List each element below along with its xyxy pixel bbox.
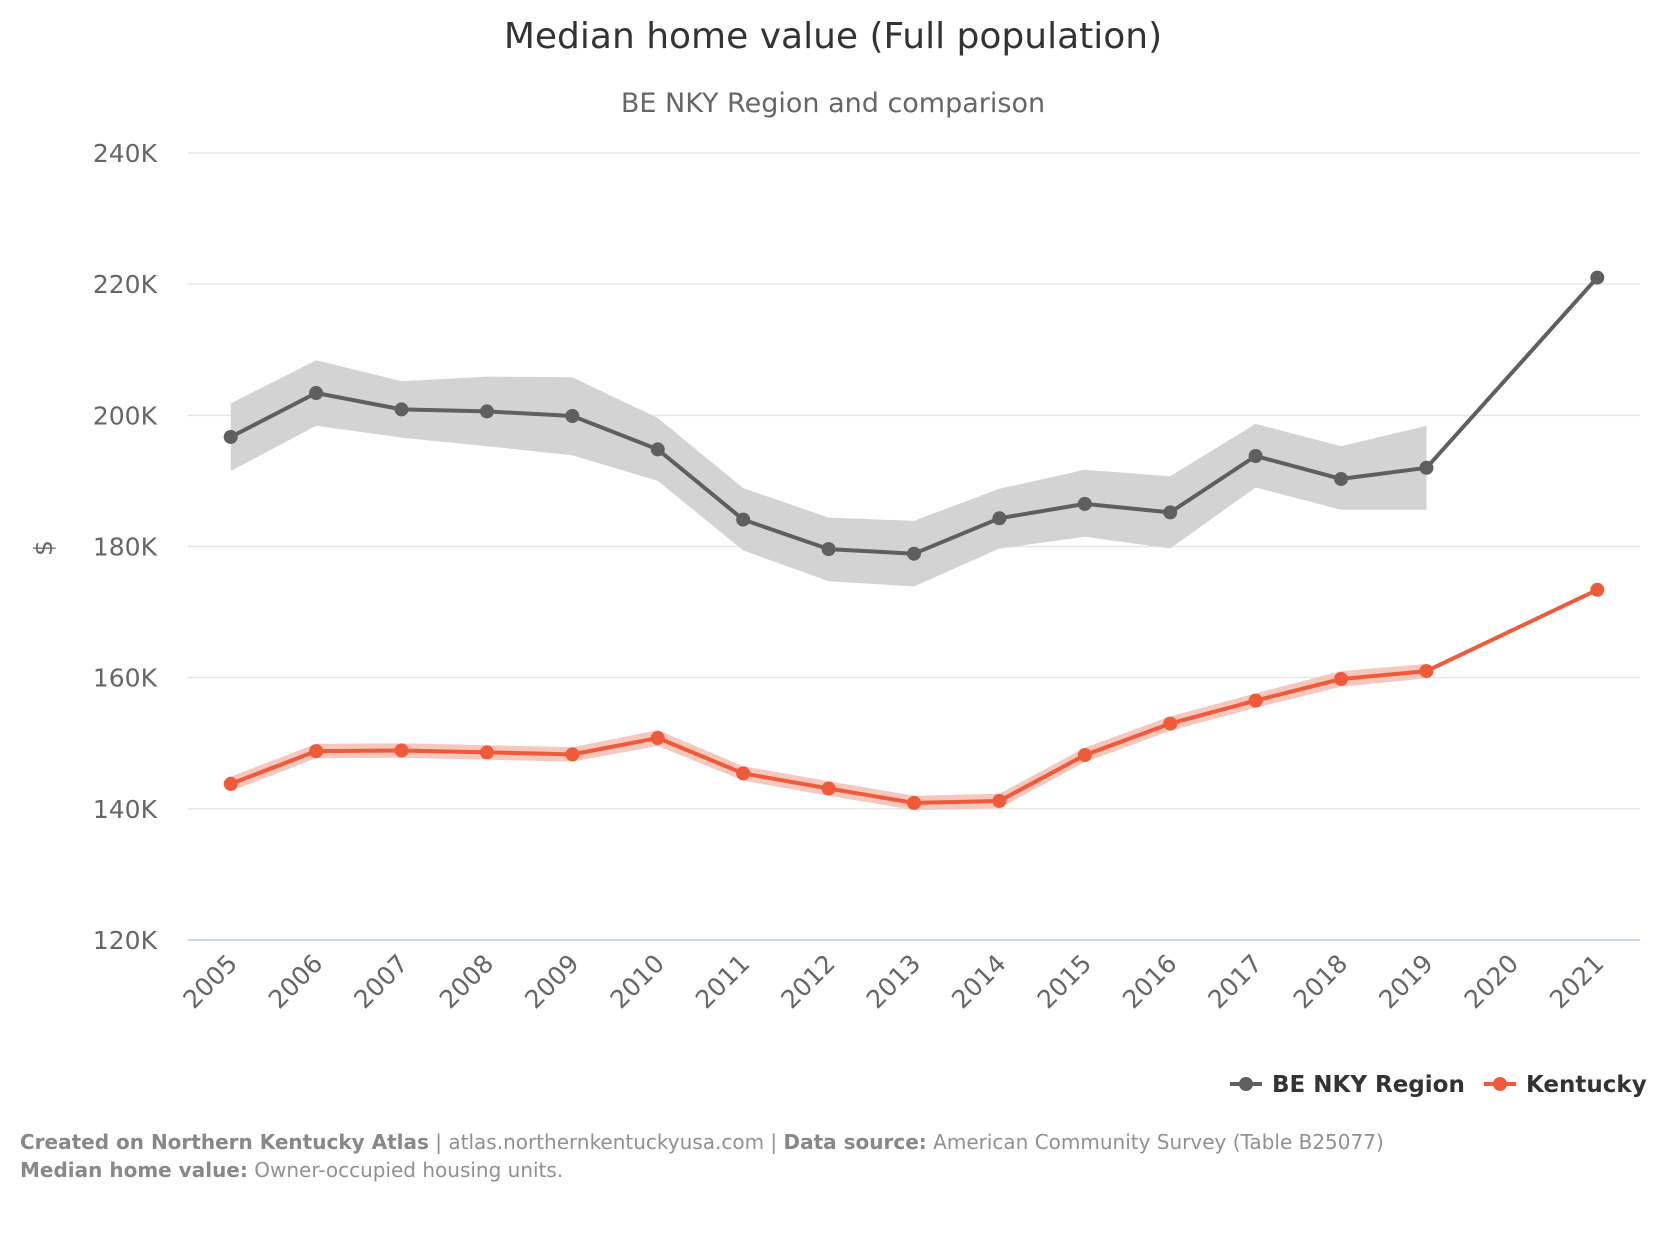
point-kentucky-2014[interactable] (992, 793, 1007, 808)
footer-separator-1: | (428, 1130, 449, 1154)
point-be-nky-region-2016[interactable] (1163, 505, 1178, 520)
point-kentucky-2015[interactable] (1077, 748, 1092, 763)
confidence-bands (230, 360, 1427, 811)
band-be-nky-region (230, 360, 1427, 587)
legend-item-kentucky[interactable]: Kentucky (1484, 1072, 1647, 1098)
y-tick-label: 140K (93, 795, 158, 824)
legend-marker-be-nky-region (1239, 1077, 1253, 1091)
point-be-nky-region-2014[interactable] (992, 511, 1007, 526)
x-tick-label: 2020 (1459, 949, 1524, 1014)
point-kentucky-2005[interactable] (223, 776, 238, 791)
point-be-nky-region-2006[interactable] (309, 386, 324, 401)
legend: BE NKY Region Kentucky (1230, 1072, 1647, 1098)
line-be-nky-region (228, 275, 1600, 556)
point-kentucky-2011[interactable] (736, 766, 751, 781)
point-be-nky-region-2018[interactable] (1334, 471, 1349, 486)
line-kentucky (228, 587, 1600, 805)
point-be-nky-region-2019[interactable] (1419, 460, 1434, 475)
point-kentucky-2012[interactable] (821, 781, 836, 796)
point-kentucky-2013[interactable] (907, 795, 921, 810)
x-tick-label: 2011 (690, 949, 755, 1014)
x-tick-label: 2006 (263, 949, 328, 1014)
footer-note-value: Owner-occupied housing units. (247, 1158, 564, 1182)
point-kentucky-2021[interactable] (1590, 582, 1605, 597)
x-tick-label: 2019 (1373, 949, 1438, 1014)
chart-title: Median home value (Full population) (504, 16, 1162, 57)
x-tick-label: 2014 (946, 949, 1011, 1014)
series-lines (228, 275, 1600, 805)
legend-label-be-nky-region: BE NKY Region (1272, 1072, 1465, 1098)
point-kentucky-2009[interactable] (565, 747, 580, 762)
point-kentucky-2006[interactable] (309, 744, 324, 759)
point-kentucky-2019[interactable] (1419, 664, 1434, 679)
x-tick-label: 2007 (348, 949, 413, 1014)
legend-item-be-nky-region[interactable]: BE NKY Region (1230, 1072, 1465, 1098)
footer-source-value: American Community Survey (Table B25077) (926, 1130, 1384, 1154)
x-tick-label: 2018 (1288, 949, 1353, 1014)
point-be-nky-region-2009[interactable] (565, 408, 580, 423)
x-tick-label: 2016 (1117, 949, 1182, 1014)
footer-note: Median home value: Owner-occupied housin… (20, 1158, 563, 1182)
y-tick-label: 220K (93, 270, 158, 299)
footer-credits: Created on Northern Kentucky Atlas | atl… (20, 1130, 1384, 1154)
point-kentucky-2017[interactable] (1248, 693, 1263, 708)
x-tick-label: 2008 (434, 949, 499, 1014)
point-kentucky-2007[interactable] (394, 743, 409, 758)
series-points (223, 270, 1605, 810)
x-tick-label: 2012 (775, 949, 840, 1014)
footer-site-link[interactable]: atlas.northernkentuckyusa.com (448, 1130, 765, 1154)
footer-source-label: Data source: (783, 1130, 927, 1154)
legend-marker-kentucky (1493, 1077, 1507, 1091)
point-kentucky-2008[interactable] (479, 745, 494, 760)
x-tick-label: 2015 (1032, 949, 1097, 1014)
x-axis-ticks: 2005 2006 2007 2008 2009 2010 2011 2012 2013 2014… (177, 949, 1609, 1014)
y-tick-label: 160K (93, 664, 158, 693)
y-tick-label: 240K (93, 139, 158, 168)
y-axis-ticks: 120K 140K 160K 180K 200K 220K 240K (93, 139, 158, 955)
point-be-nky-region-2008[interactable] (479, 404, 494, 419)
chart-subtitle: BE NKY Region and comparison (621, 88, 1045, 119)
legend-label-kentucky: Kentucky (1526, 1072, 1647, 1098)
point-be-nky-region-2013[interactable] (907, 546, 921, 561)
point-kentucky-2010[interactable] (650, 731, 665, 746)
point-kentucky-2016[interactable] (1163, 716, 1178, 731)
point-be-nky-region-2012[interactable] (821, 542, 836, 557)
y-tick-label: 200K (93, 401, 158, 430)
point-be-nky-region-2005[interactable] (223, 429, 238, 444)
y-axis-label: $ (29, 540, 58, 556)
x-tick-label: 2009 (519, 949, 584, 1014)
y-tick-label: 180K (93, 533, 158, 562)
y-tick-label: 120K (93, 926, 158, 955)
x-tick-label: 2010 (605, 949, 670, 1014)
x-tick-label: 2013 (861, 949, 926, 1014)
point-be-nky-region-2010[interactable] (650, 442, 665, 457)
x-tick-label: 2005 (177, 949, 242, 1014)
x-tick-label: 2021 (1544, 949, 1609, 1014)
point-be-nky-region-2007[interactable] (394, 402, 409, 417)
x-tick-label: 2017 (1202, 949, 1267, 1014)
point-be-nky-region-2021[interactable] (1590, 270, 1605, 285)
footer-note-label: Median home value: (20, 1158, 248, 1182)
point-be-nky-region-2017[interactable] (1248, 448, 1263, 463)
footer-separator-2: | (764, 1130, 784, 1154)
footer-created-label: Created on Northern Kentucky Atlas (20, 1130, 429, 1154)
point-be-nky-region-2011[interactable] (736, 512, 751, 527)
point-be-nky-region-2015[interactable] (1077, 496, 1092, 511)
point-kentucky-2018[interactable] (1334, 671, 1349, 686)
